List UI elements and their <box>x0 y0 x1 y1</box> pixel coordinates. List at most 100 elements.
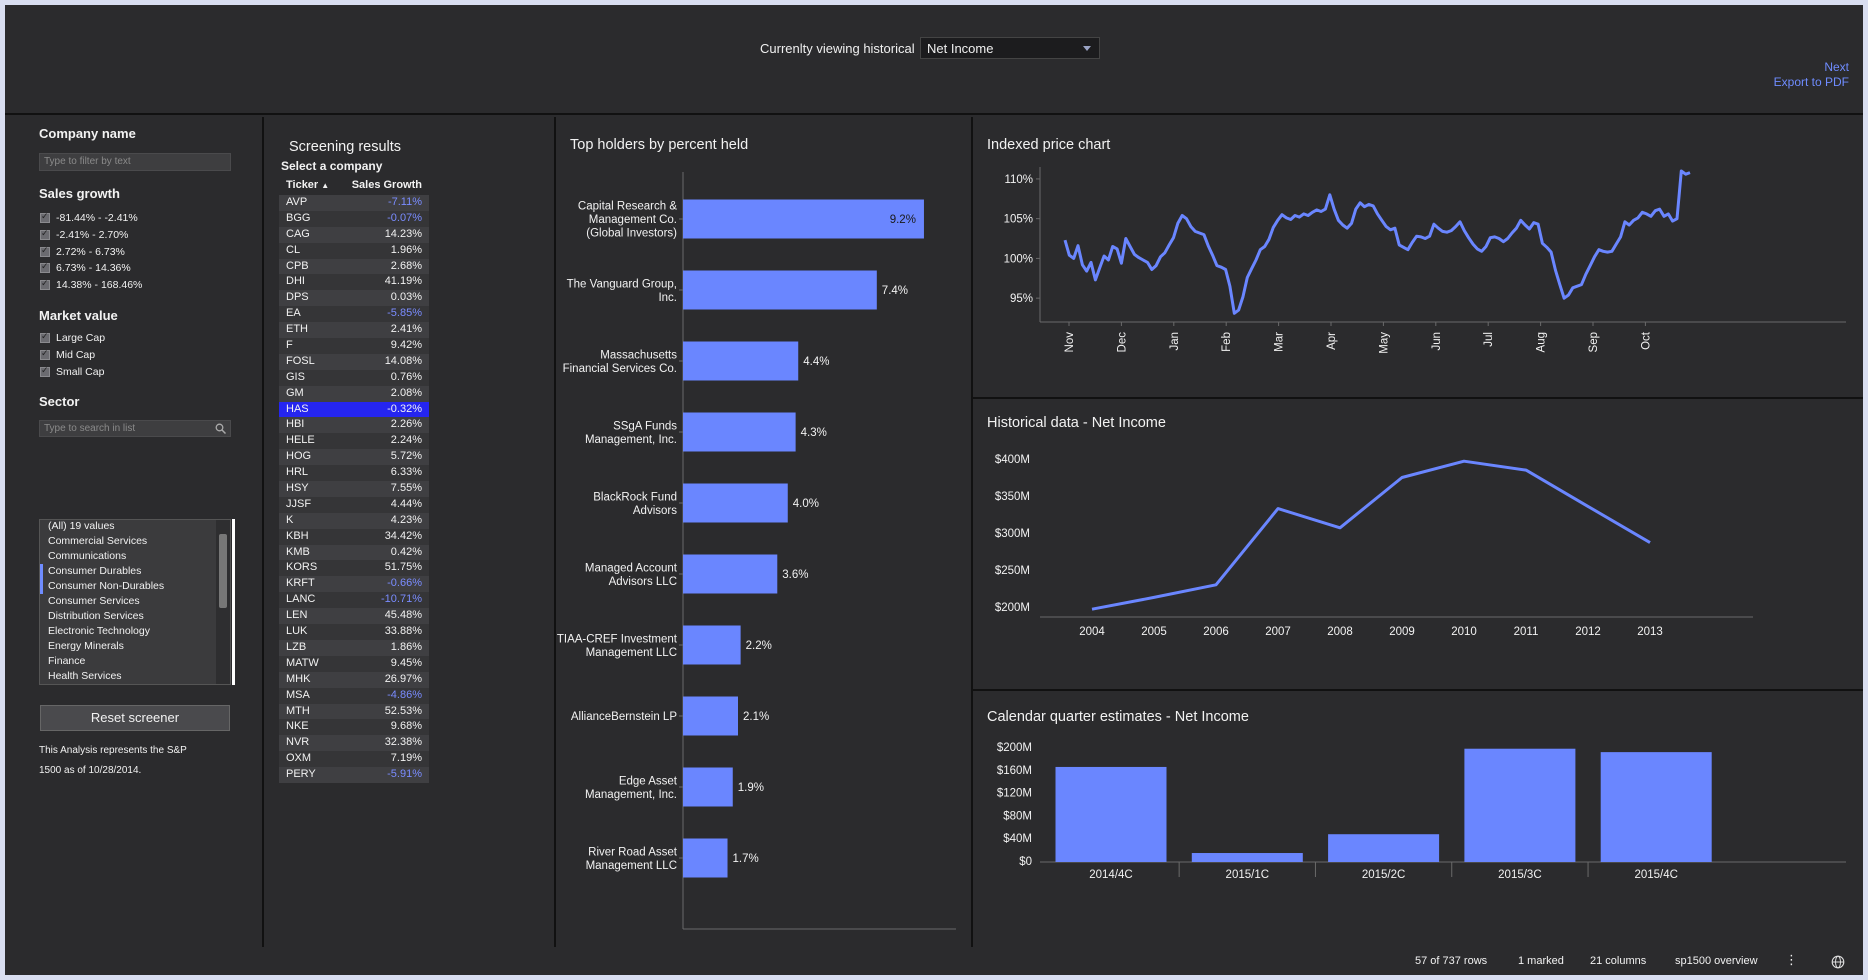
quarter-bar[interactable] <box>1600 752 1712 862</box>
table-row[interactable]: HELE 2.24% <box>279 433 429 450</box>
checkbox[interactable] <box>40 211 50 223</box>
table-row[interactable]: NVR 32.38% <box>279 735 429 752</box>
table-row[interactable]: DPS 0.03% <box>279 290 429 307</box>
globe-icon[interactable] <box>1831 955 1845 969</box>
table-row[interactable]: DHI 41.19% <box>279 274 429 291</box>
sales-growth-option[interactable]: -81.44% - -2.41% <box>40 211 138 224</box>
page-name[interactable]: sp1500 overview <box>1675 955 1758 967</box>
quarter-bar[interactable] <box>1191 853 1303 862</box>
sector-item[interactable]: Finance <box>48 655 86 667</box>
table-row[interactable]: MHK 26.97% <box>279 671 429 688</box>
table-row[interactable]: OXM 7.19% <box>279 751 429 768</box>
table-row[interactable]: MSA -4.86% <box>279 687 429 704</box>
quarter-bar[interactable] <box>1055 766 1167 862</box>
table-row[interactable]: LEN 45.48% <box>279 608 429 625</box>
table-row[interactable]: HRL 6.33% <box>279 465 429 482</box>
table-row[interactable]: LZB 1.86% <box>279 639 429 656</box>
quarter-bar[interactable] <box>1464 748 1576 862</box>
reset-screener-button[interactable]: Reset screener <box>40 705 230 731</box>
net-income-line[interactable] <box>1091 459 1651 611</box>
table-row[interactable]: FOSL 14.08% <box>279 353 429 370</box>
sector-scroll-thumb[interactable] <box>219 534 227 608</box>
table-row[interactable]: K 4.23% <box>279 512 429 529</box>
sector-scrollbar[interactable] <box>216 520 230 684</box>
table-row[interactable]: MATW 9.45% <box>279 655 429 672</box>
table-row[interactable]: HOG 5.72% <box>279 449 429 466</box>
sector-item[interactable]: (All) 19 values <box>48 520 115 532</box>
table-row[interactable]: KMB 0.42% <box>279 544 429 561</box>
sales-growth-column-header[interactable]: Sales Growth <box>351 179 422 191</box>
table-row[interactable]: F 9.42% <box>279 338 429 354</box>
sales-growth-option[interactable]: -2.41% - 2.70% <box>40 228 128 241</box>
checkbox[interactable] <box>40 331 50 343</box>
sales-growth-option[interactable]: 6.73% - 14.36% <box>40 261 131 274</box>
holder-bar[interactable] <box>683 341 799 381</box>
holder-bar[interactable] <box>683 412 796 452</box>
sector-search-input[interactable]: Type to search in list <box>39 420 231 437</box>
table-row[interactable]: KORS 51.75% <box>279 560 429 577</box>
table-row[interactable]: CL 1.96% <box>279 242 429 259</box>
table-row[interactable]: HAS -0.32% <box>279 401 429 418</box>
sector-item[interactable]: Commercial Services <box>48 535 148 547</box>
holder-name-label: TIAA-CREF Investment Management LLC <box>557 633 678 659</box>
market-value-option[interactable]: Mid Cap <box>40 348 95 361</box>
holder-bar[interactable] <box>683 767 733 807</box>
holder-bar[interactable] <box>683 483 788 523</box>
table-row[interactable]: LANC -10.71% <box>279 592 429 609</box>
sector-item[interactable]: Distribution Services <box>48 610 144 622</box>
sales-growth-option[interactable]: 2.72% - 6.73% <box>40 245 125 258</box>
sector-item[interactable]: Consumer Services <box>48 595 140 607</box>
export-pdf-link[interactable]: Export to PDF <box>1773 75 1849 89</box>
table-row[interactable]: NKE 9.68% <box>279 719 429 736</box>
table-row[interactable]: MTH 52.53% <box>279 703 429 720</box>
company-filter-input[interactable]: Type to filter by text <box>39 153 231 171</box>
table-row[interactable]: CAG 14.23% <box>279 226 429 243</box>
table-row[interactable]: HBI 2.26% <box>279 417 429 434</box>
ticker-cell: FOSL <box>286 354 315 367</box>
sector-item[interactable]: Health Services <box>48 670 122 682</box>
checkbox[interactable] <box>40 245 50 257</box>
next-link[interactable]: Next <box>1824 60 1849 74</box>
holder-bar[interactable] <box>683 838 728 878</box>
table-row[interactable]: JJSF 4.44% <box>279 496 429 513</box>
checkbox[interactable] <box>40 278 50 291</box>
table-row[interactable]: AVP -7.11% <box>279 195 429 211</box>
sales-growth-option[interactable]: 14.38% - 168.46% <box>40 278 142 291</box>
sector-listbox[interactable]: (All) 19 values Commercial Services Commun… <box>39 519 231 685</box>
table-row[interactable]: CPB 2.68% <box>279 258 429 275</box>
checkbox[interactable] <box>40 261 50 274</box>
metric-dropdown[interactable]: Net Income <box>920 37 1100 59</box>
table-row[interactable]: HSY 7.55% <box>279 481 429 497</box>
table-row[interactable]: EA -5.85% <box>279 306 429 323</box>
checkbox[interactable] <box>40 348 50 360</box>
market-value-option[interactable]: Small Cap <box>40 365 104 378</box>
ticker-cell: OXM <box>286 752 312 765</box>
table-row[interactable]: KBH 34.42% <box>279 528 429 545</box>
holder-bar[interactable] <box>683 554 778 594</box>
table-row[interactable]: GM 2.08% <box>279 385 429 402</box>
sector-item[interactable]: Electronic Technology <box>48 625 150 637</box>
table-row[interactable]: PERY -5.91% <box>279 767 429 783</box>
holder-bar[interactable] <box>683 199 924 239</box>
sector-item[interactable]: Consumer Durables <box>40 564 208 579</box>
table-row[interactable]: BGG -0.07% <box>279 210 429 227</box>
checkbox[interactable] <box>40 228 50 240</box>
table-row[interactable]: LUK 33.88% <box>279 624 429 640</box>
holder-bar[interactable] <box>683 270 877 310</box>
quarter-bar[interactable] <box>1328 834 1440 862</box>
ticker-cell: CL <box>286 243 301 256</box>
sector-item[interactable]: Energy Minerals <box>48 640 124 652</box>
market-value-option[interactable]: Large Cap <box>40 331 105 344</box>
checkbox[interactable] <box>40 365 50 377</box>
table-row[interactable]: KRFT -0.66% <box>279 576 429 593</box>
table-row[interactable]: GIS 0.76% <box>279 369 429 386</box>
table-row[interactable]: ETH 2.41% <box>279 322 429 339</box>
holder-bar[interactable] <box>683 625 741 665</box>
sector-item[interactable]: Consumer Non-Durables <box>40 579 208 594</box>
holder-bar[interactable] <box>683 696 738 736</box>
sales-growth-cell: -10.71% <box>381 593 422 606</box>
more-options-icon[interactable]: ⋮ <box>1785 952 1798 967</box>
sector-item[interactable]: Communications <box>48 550 127 562</box>
price-line[interactable] <box>1063 169 1691 315</box>
ticker-column-header[interactable]: Ticker ▲ <box>279 179 341 195</box>
